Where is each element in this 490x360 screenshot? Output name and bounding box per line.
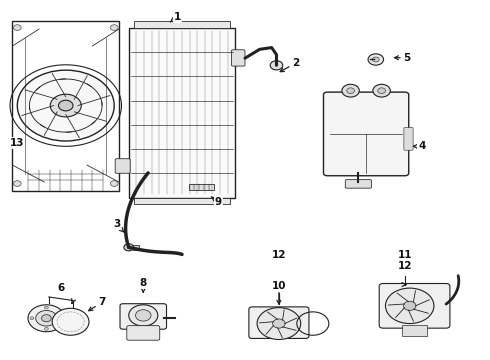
Bar: [134, 198, 230, 204]
FancyBboxPatch shape: [345, 180, 371, 188]
Circle shape: [129, 305, 158, 326]
Circle shape: [36, 310, 57, 326]
FancyBboxPatch shape: [404, 127, 413, 150]
FancyBboxPatch shape: [231, 50, 245, 66]
Circle shape: [386, 288, 434, 324]
Circle shape: [28, 305, 65, 332]
Text: 9: 9: [212, 197, 222, 207]
Text: 6: 6: [57, 283, 65, 293]
Bar: [134, 21, 230, 28]
Circle shape: [13, 25, 21, 31]
Circle shape: [124, 244, 134, 251]
Text: 7: 7: [89, 297, 106, 311]
Bar: [12, 21, 119, 191]
Circle shape: [270, 61, 283, 70]
Bar: [129, 28, 235, 198]
FancyBboxPatch shape: [120, 304, 167, 329]
Circle shape: [110, 181, 118, 186]
Text: 11: 11: [397, 250, 412, 260]
Circle shape: [342, 84, 359, 97]
Circle shape: [110, 25, 118, 31]
Text: 5: 5: [394, 53, 411, 63]
FancyBboxPatch shape: [249, 307, 309, 338]
Bar: [189, 184, 214, 190]
Circle shape: [13, 181, 21, 186]
FancyBboxPatch shape: [127, 326, 160, 340]
Text: 4: 4: [414, 141, 425, 151]
Circle shape: [50, 94, 81, 117]
Circle shape: [136, 310, 151, 321]
Circle shape: [45, 306, 49, 309]
FancyBboxPatch shape: [379, 283, 450, 328]
FancyBboxPatch shape: [323, 92, 409, 176]
Circle shape: [373, 84, 391, 97]
Bar: [402, 325, 427, 336]
FancyBboxPatch shape: [115, 159, 130, 173]
Text: 12: 12: [271, 250, 286, 260]
Text: 8: 8: [140, 278, 147, 292]
Circle shape: [257, 307, 301, 339]
Text: 1: 1: [171, 12, 181, 22]
Circle shape: [403, 301, 416, 310]
Circle shape: [368, 54, 384, 65]
Circle shape: [52, 308, 89, 335]
Text: 10: 10: [271, 281, 286, 291]
Circle shape: [45, 328, 49, 330]
Text: 3: 3: [113, 219, 123, 232]
Circle shape: [59, 317, 63, 320]
Circle shape: [30, 317, 34, 320]
Bar: [133, 245, 139, 250]
Circle shape: [372, 57, 379, 62]
Text: 12: 12: [397, 261, 412, 271]
Circle shape: [272, 319, 285, 328]
Circle shape: [42, 315, 51, 322]
Circle shape: [347, 88, 354, 94]
Circle shape: [58, 100, 73, 111]
Circle shape: [378, 88, 386, 94]
Text: 2: 2: [280, 58, 299, 72]
Circle shape: [17, 70, 114, 141]
Text: 13: 13: [10, 138, 24, 148]
